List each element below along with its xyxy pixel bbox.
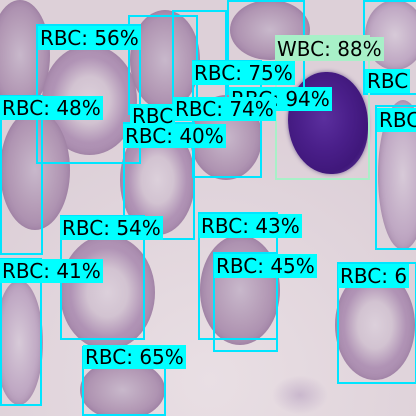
detection-label-rbc: RBC: 74% [173, 97, 276, 121]
rbc-cell [335, 270, 415, 380]
detection-label-wbc: WBC: 88% [275, 37, 384, 61]
rbc-bounding-box [375, 105, 416, 250]
rbc-cell [0, 0, 50, 110]
rbc-bounding-box [213, 252, 278, 352]
detection-label-rbc: RBC: 40% [123, 124, 226, 148]
detection-label-rbc: RBC: 75% [192, 61, 295, 85]
detection-label-rbc: RBC: 6 [338, 264, 410, 288]
rbc-cell [0, 110, 70, 230]
detection-label-rbc: RBC [377, 108, 416, 132]
rbc-cell [60, 235, 155, 350]
detection-label-rbc: RBC: 43% [199, 214, 302, 238]
detection-label-rbc: RBC: 45% [214, 254, 317, 278]
detection-label-rbc: RBC [365, 69, 411, 93]
detection-label-rbc: RBC: 65% [83, 345, 186, 369]
detection-label-rbc: RBC: 41% [0, 259, 103, 283]
detection-label-rbc: RBC: 54% [60, 216, 163, 240]
rbc-cell [80, 360, 165, 416]
rbc-bounding-box [36, 24, 141, 164]
detection-label-rbc: RBC: 56% [38, 26, 141, 50]
rbc-cell [130, 10, 200, 110]
rbc-cell [0, 280, 43, 405]
detection-label-rbc: RBC: 48% [0, 96, 103, 120]
